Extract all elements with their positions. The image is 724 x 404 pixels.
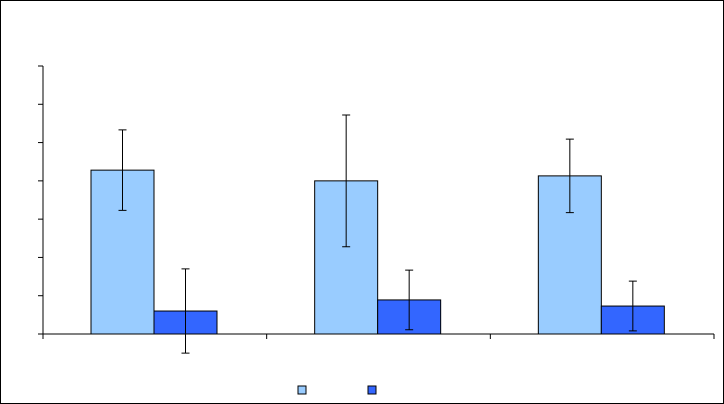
error-bar [405,269,414,331]
bar [537,175,602,335]
error-bar [181,268,190,354]
error-bar [342,114,351,248]
legend-swatch [297,385,307,395]
legend-swatch [367,385,377,395]
error-bar [628,280,637,332]
error-bar [565,138,574,214]
error-bar [118,129,127,211]
